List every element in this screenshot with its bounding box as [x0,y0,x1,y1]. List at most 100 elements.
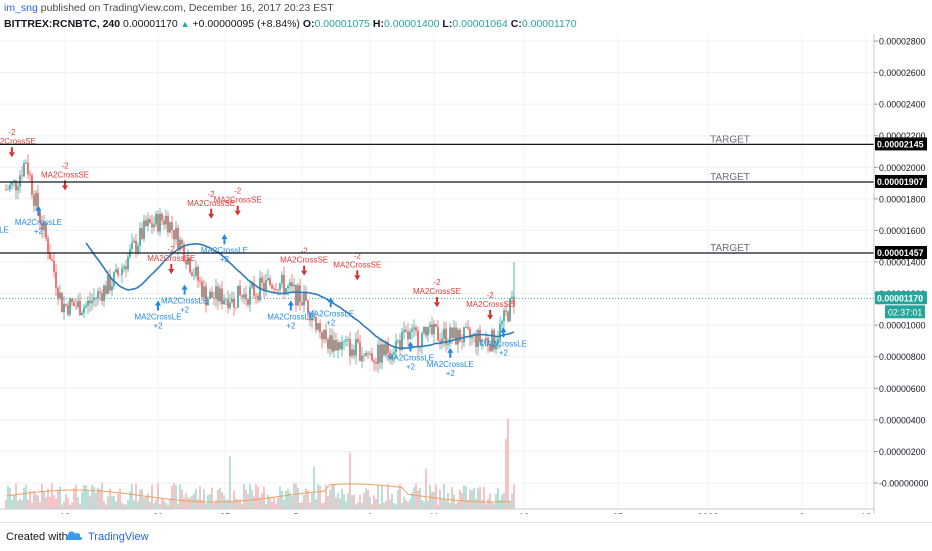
volume-bar [215,499,217,509]
candle-body [141,228,143,239]
symbol-name[interactable]: BITTREX:RCNBTC, 240 [4,18,121,30]
volume-bar [361,502,363,509]
candle-body [31,175,33,195]
target-label: TARGET [710,134,750,145]
volume-bar [491,501,493,509]
volume-bar [211,487,213,509]
volume-bar [369,496,371,509]
price-tick-label: 0.00002400 [879,100,926,110]
volume-bar [317,484,319,509]
volume-bar [379,503,381,509]
time-tick-label: 8 [799,512,804,514]
buy-arrow-shaft [329,302,332,308]
candle-body [443,328,445,339]
volume-bar [507,419,509,509]
volume-bar [235,498,237,509]
candle-body [261,277,263,283]
candle-body [63,303,65,312]
candle-body [215,286,217,299]
price-tick-label: -0.00000000 [879,479,929,489]
volume-bar [243,484,245,509]
candle-body [373,360,375,363]
candle-body [313,316,315,318]
candle-body [59,292,61,299]
candle-body [365,353,367,357]
signal-qty: -2 [234,187,242,196]
volume-bar [91,484,93,509]
strategy-signals: MA2CrossSE-2MA2CrossSE-2MA2CrossLE+2MA2C… [0,128,527,378]
volume-bar [63,501,65,509]
volume-bar [99,489,101,509]
candle-body [145,220,147,227]
candle-body [243,294,245,298]
volume-bar [115,501,117,509]
target-lines[interactable]: TARGET 0.00002145 TARGET 0.00001907 TARGET 0.… [0,134,927,260]
volume-bar [97,487,99,509]
volume-bar [119,488,121,509]
price-axis[interactable]: 0.00002800 0.00002600 0.00002400 0.00002200… [874,37,929,489]
volume-bar [399,484,401,509]
candle-body [91,300,93,304]
candle-body [237,285,239,308]
candle-body [415,327,417,331]
candle-body [177,227,179,250]
candle-body [191,272,193,276]
volume-bar [9,487,11,509]
volume-bar [389,499,391,509]
low-label: L: [442,18,453,30]
volume-bar [195,488,197,509]
candle-body [353,349,355,356]
candle-body [161,213,163,221]
sell-arrow-icon [354,275,361,281]
signal-qty: -2 [433,278,441,287]
volume-bar [297,487,299,509]
signal-qty: +2 [34,227,44,236]
time-axis[interactable]: 13 20 25 Dec 6 11 18 25 2018 8 13 [60,512,872,514]
candle-body [321,332,323,340]
candle-body [265,280,267,292]
candle-body [107,275,109,294]
candle-body [85,305,87,308]
buy-arrow-icon [327,297,334,303]
volume-bar [465,486,467,509]
tradingview-logo-icon[interactable] [64,529,84,543]
volume-bar [287,489,289,509]
candle-body [93,297,95,301]
candle-body [281,275,283,284]
volume-bar [259,497,261,509]
price-chart[interactable]: MA2CrossSE-2MA2CrossSE-2MA2CrossLE+2MA2C… [0,34,932,514]
candle-body [345,339,347,342]
candle-body [169,222,171,233]
candle-body [193,275,195,277]
sell-arrow-shaft [436,297,438,303]
candle-body [211,291,213,298]
candle-body [251,283,253,288]
author-link[interactable]: im_sng [4,2,38,14]
buy-arrow-shaft [223,239,226,245]
candle-body [229,302,231,308]
candle-body [481,339,483,342]
volume-bar [487,498,489,509]
volume-bar [27,499,29,509]
candle-body [207,298,209,306]
volume-bar [285,490,287,509]
tradingview-link[interactable]: TradingView [88,531,149,543]
candle-body [383,344,385,355]
volume-bar [157,483,159,509]
candle-body [297,285,299,306]
sell-arrow-icon [62,185,68,191]
volume-bar [101,483,103,509]
candle-body [445,328,447,345]
candle-body [249,287,251,305]
candle-body [267,278,269,281]
candle-body [187,258,189,265]
candle-body [217,286,219,302]
volume-bar [343,493,345,509]
signal-label: MA2CrossSE [0,137,36,146]
candle-body [241,295,243,298]
volume-bar [325,484,327,509]
candle-body [149,219,151,223]
candle-body [377,344,379,364]
candle-body [287,285,289,289]
candle-body [463,327,465,343]
